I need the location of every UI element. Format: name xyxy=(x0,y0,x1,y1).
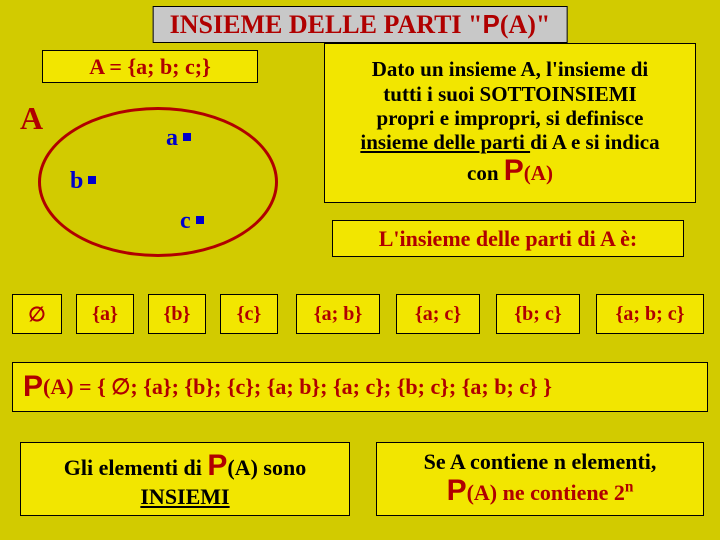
dot-icon xyxy=(183,133,191,141)
subset-c: {c} xyxy=(220,294,278,334)
eq-p-symbol: P xyxy=(23,370,43,404)
foot2-sup: n xyxy=(625,479,634,496)
element-c-label: c xyxy=(180,208,191,234)
subset-c-label: {c} xyxy=(237,303,262,326)
foot1-post: (A) sono xyxy=(227,455,306,480)
def-line-3: propri e impropri, si definisce xyxy=(377,106,644,130)
list-header-box: L'insieme delle parti di A è: xyxy=(332,220,684,257)
subset-abc: {a; b; c} xyxy=(596,294,704,334)
subset-bc-label: {b; c} xyxy=(514,303,561,326)
foot1-line1: Gli elementi di P(A) sono xyxy=(64,449,306,484)
element-a: a xyxy=(166,125,191,152)
foot2-line1: Se A contiene n elementi, xyxy=(424,449,657,474)
footer-elements-box: Gli elementi di P(A) sono INSIEMI xyxy=(20,442,350,516)
subset-b-label: {b} xyxy=(164,303,191,326)
subset-ac-label: {a; c} xyxy=(415,303,461,326)
def-p-symbol: P xyxy=(504,154,524,187)
subset-empty-label: ∅ xyxy=(28,302,45,327)
foot2-mid: (A) ne contiene 2 xyxy=(467,480,625,505)
eq-rest: (A) = { ∅; {a}; {b}; {c}; {a; b}; {a; c}… xyxy=(43,374,552,400)
title-p-symbol: P xyxy=(482,9,499,39)
foot2-line2: P(A) ne contiene 2n xyxy=(447,474,634,509)
subset-empty: ∅ xyxy=(12,294,62,334)
subset-abc-label: {a; b; c} xyxy=(615,303,684,326)
subset-ab: {a; b} xyxy=(296,294,380,334)
dot-icon xyxy=(88,176,96,184)
list-header-text: L'insieme delle parti di A è: xyxy=(379,226,638,251)
def-line-5: con P(A) xyxy=(467,154,553,189)
def-line-4-pre: insieme delle parti xyxy=(360,130,530,154)
element-a-label: a xyxy=(166,125,178,151)
slide-title: INSIEME DELLE PARTI "P(A)" xyxy=(153,6,568,43)
footer-count-box: Se A contiene n elementi, P(A) ne contie… xyxy=(376,442,704,516)
subset-a-label: {a} xyxy=(92,303,118,326)
def-line-4-post: di A e si indica xyxy=(530,130,660,154)
foot1-pre: Gli elementi di xyxy=(64,455,208,480)
foot2-p-symbol: P xyxy=(447,474,467,507)
subset-b: {b} xyxy=(148,294,206,334)
title-text: INSIEME DELLE PARTI " xyxy=(170,10,483,39)
element-b-label: b xyxy=(70,168,83,194)
def-line-2: tutti i suoi SOTTOINSIEMI xyxy=(383,82,636,106)
set-definition-box: A = {a; b; c;} xyxy=(42,50,258,83)
foot1-p-symbol: P xyxy=(207,449,227,482)
element-c: c xyxy=(180,208,204,235)
def-line-4: insieme delle parti di A e si indica xyxy=(360,130,659,154)
subset-ac: {a; c} xyxy=(396,294,480,334)
def-line-1: Dato un insieme A, l'insieme di xyxy=(372,57,649,81)
def-line-5-post: (A) xyxy=(524,161,553,185)
set-a-label: A xyxy=(20,100,43,137)
set-definition-text: A = {a; b; c;} xyxy=(89,54,211,79)
def-line-5-pre: con xyxy=(467,161,504,185)
powerset-equals-box: P(A) = { ∅; {a}; {b}; {c}; {a; b}; {a; c… xyxy=(12,362,708,412)
powerset-definition-box: Dato un insieme A, l'insieme di tutti i … xyxy=(324,43,696,203)
element-b: b xyxy=(70,168,96,195)
subset-a: {a} xyxy=(76,294,134,334)
foot1-line2: INSIEMI xyxy=(140,484,229,509)
subset-bc: {b; c} xyxy=(496,294,580,334)
dot-icon xyxy=(196,216,204,224)
subset-ab-label: {a; b} xyxy=(314,303,363,326)
title-suffix: (A)" xyxy=(500,10,551,39)
